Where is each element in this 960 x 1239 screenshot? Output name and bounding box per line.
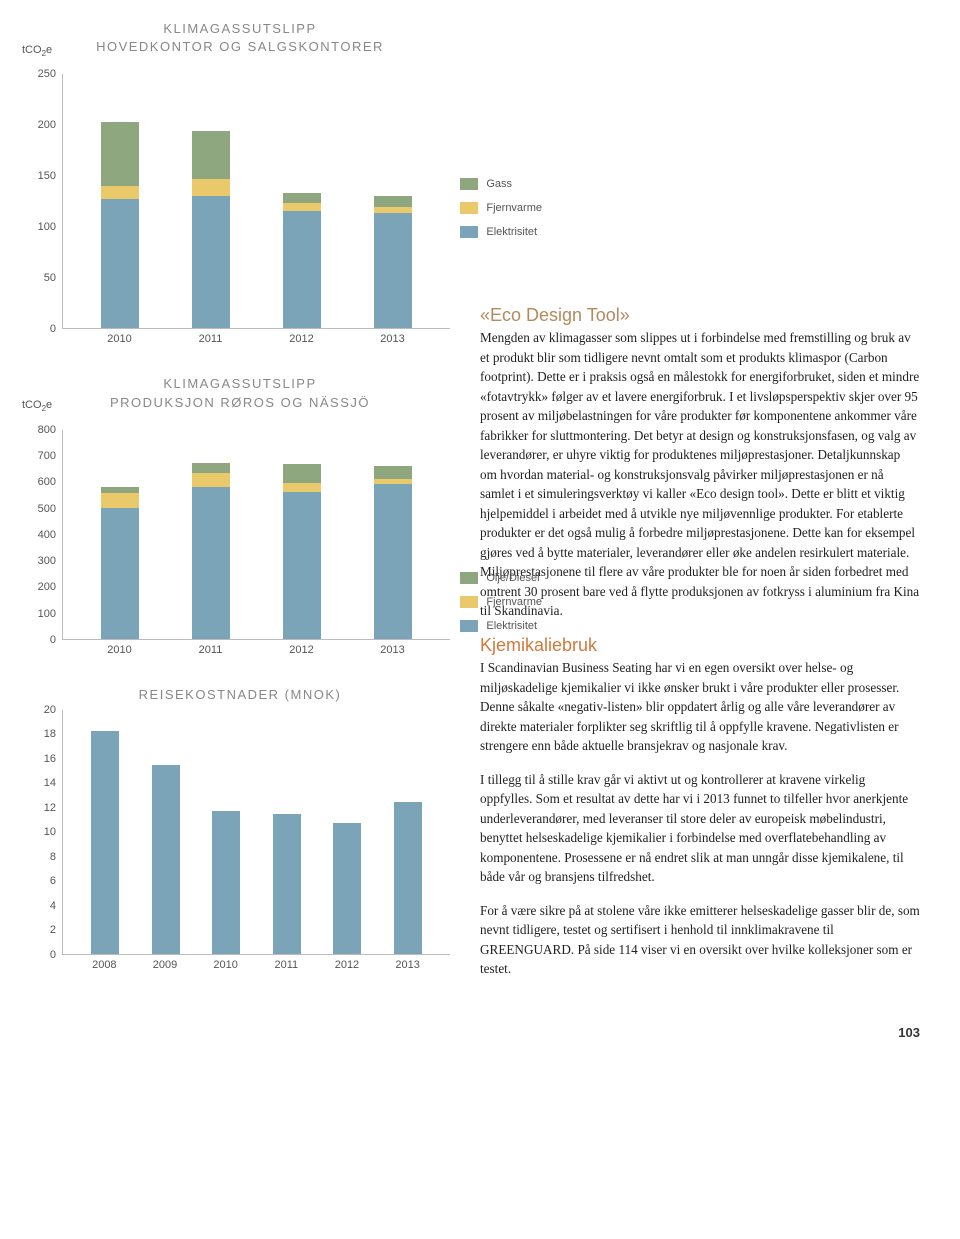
heading-kjemikaliebruk: Kjemikaliebruk xyxy=(480,635,920,656)
chart1-legend: Gass Fjernvarme Elektrisitet xyxy=(460,178,542,250)
chart3-title: REISEKOSTNADER (MNOK) xyxy=(139,687,342,702)
bar-segment xyxy=(283,211,321,328)
chart3-y-axis: 20181614121086420 xyxy=(30,710,62,955)
legend-label: Elektrisitet xyxy=(486,226,537,238)
chart2-title-l1: KLIMAGASSUTSLIPP xyxy=(163,376,316,391)
bar-stack xyxy=(283,73,321,328)
bar-segment xyxy=(283,492,321,639)
bar-segment xyxy=(192,473,230,486)
chart1-x-axis: 2010 2011 2012 2013 xyxy=(62,329,450,345)
chart1-y-axis: 250200150100500 xyxy=(30,74,62,329)
page-number: 103 xyxy=(30,1025,920,1040)
bar-segment xyxy=(192,196,230,329)
bar-stack xyxy=(192,429,230,639)
legend-label: Fjernvarme xyxy=(486,596,542,608)
x-label: 2012 xyxy=(283,644,321,656)
x-label: 2011 xyxy=(272,959,300,971)
bar-stack xyxy=(192,73,230,328)
bar xyxy=(333,823,361,954)
chart3-x-axis: 2008 2009 2010 2011 2012 2013 xyxy=(62,955,450,971)
legend-swatch xyxy=(460,596,478,608)
x-label: 2011 xyxy=(192,333,230,345)
x-label: 2012 xyxy=(333,959,361,971)
bar-segment xyxy=(283,464,321,482)
bar-segment xyxy=(283,203,321,211)
x-label: 2011 xyxy=(192,644,230,656)
bar-stack xyxy=(283,429,321,639)
legend-swatch xyxy=(460,226,478,238)
x-label: 2013 xyxy=(374,333,412,345)
x-label: 2010 xyxy=(101,644,139,656)
chart1-y-unit: tCO2e xyxy=(22,44,52,58)
legend-label: Elektrisitet xyxy=(486,620,537,632)
x-label: 2008 xyxy=(90,959,118,971)
bar-segment xyxy=(101,122,139,185)
chart2-legend: Olje/Diesel Fjernvarme Elektrisitet xyxy=(460,572,542,644)
bar xyxy=(273,814,301,954)
chart-klimagass-hovedkontor: KLIMAGASSUTSLIPP HOVEDKONTOR OG SALGSKON… xyxy=(30,20,450,345)
chart2-y-axis: 8007006005004003002001000 xyxy=(30,430,62,640)
bar-segment xyxy=(101,493,139,507)
chart-reisekostnader: REISEKOSTNADER (MNOK) 20181614121086420 … xyxy=(30,686,450,971)
paragraph-kjem-2: I tillegg til å stille krav går vi aktiv… xyxy=(480,770,920,887)
bar-segment xyxy=(374,466,412,480)
x-label: 2009 xyxy=(151,959,179,971)
paragraph-eco: Mengden av klimagasser som slippes ut i … xyxy=(480,328,920,621)
chart-klimagass-produksjon: KLIMAGASSUTSLIPP PRODUKSJON RØROS OG NÄS… xyxy=(30,375,450,655)
legend-item: Elektrisitet xyxy=(460,620,542,632)
legend-item: Olje/Diesel xyxy=(460,572,542,584)
bar-segment xyxy=(192,463,230,474)
chart1-plot xyxy=(62,74,450,329)
bar xyxy=(394,802,422,954)
bar-segment xyxy=(374,213,412,328)
bar-segment xyxy=(283,483,321,492)
x-label: 2010 xyxy=(101,333,139,345)
legend-swatch xyxy=(460,178,478,190)
bar-segment xyxy=(374,196,412,207)
chart2-title-l2: PRODUKSJON RØROS OG NÄSSJÖ xyxy=(110,395,370,410)
bar-segment xyxy=(192,131,230,180)
heading-eco-design: «Eco Design Tool» xyxy=(480,305,920,326)
x-label: 2013 xyxy=(374,644,412,656)
chart1-title-l1: KLIMAGASSUTSLIPP xyxy=(163,21,316,36)
bar-segment xyxy=(192,487,230,639)
legend-swatch xyxy=(460,202,478,214)
legend-swatch xyxy=(460,572,478,584)
legend-item: Fjernvarme xyxy=(460,596,542,608)
bar-segment xyxy=(374,484,412,639)
legend-item: Gass xyxy=(460,178,542,190)
legend-swatch xyxy=(460,620,478,632)
bar-segment xyxy=(101,186,139,199)
bar-segment xyxy=(192,179,230,195)
bar-stack xyxy=(374,73,412,328)
chart1-title-l2: HOVEDKONTOR OG SALGSKONTORER xyxy=(96,39,384,54)
bar-segment xyxy=(101,199,139,329)
legend-item: Elektrisitet xyxy=(460,226,542,238)
paragraph-kjem-3: For å være sikre på at stolene våre ikke… xyxy=(480,901,920,979)
bar-stack xyxy=(101,429,139,639)
x-label: 2010 xyxy=(212,959,240,971)
legend-label: Gass xyxy=(486,178,512,190)
paragraph-kjem-1: I Scandinavian Business Seating har vi e… xyxy=(480,658,920,756)
bar xyxy=(91,731,119,954)
bar xyxy=(212,811,240,954)
bar xyxy=(152,765,180,954)
x-label: 2013 xyxy=(394,959,422,971)
legend-label: Olje/Diesel xyxy=(486,572,539,584)
bar-stack xyxy=(101,73,139,328)
bar-segment xyxy=(283,193,321,203)
legend-label: Fjernvarme xyxy=(486,202,542,214)
bar-segment xyxy=(101,508,139,639)
chart2-x-axis: 2010 2011 2012 2013 xyxy=(62,640,450,656)
chart2-y-unit: tCO2e xyxy=(22,399,52,413)
bar-stack xyxy=(374,429,412,639)
legend-item: Fjernvarme xyxy=(460,202,542,214)
chart3-plot xyxy=(62,710,450,955)
chart2-plot xyxy=(62,430,450,640)
x-label: 2012 xyxy=(283,333,321,345)
